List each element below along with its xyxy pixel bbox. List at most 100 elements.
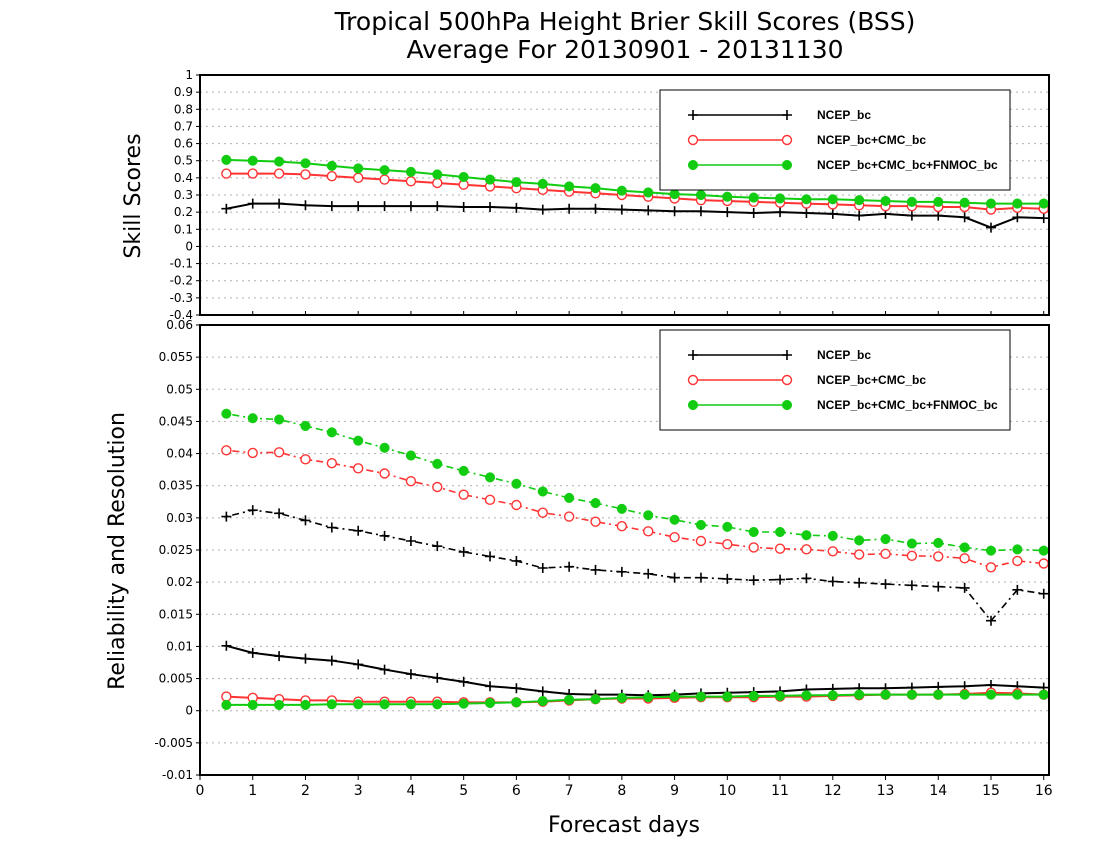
chart-title-line1: Tropical 500hPa Height Brier Skill Score…	[334, 7, 916, 36]
bottom-data-point	[247, 505, 258, 516]
bottom-data-point	[247, 699, 258, 710]
bottom-data-point	[933, 551, 944, 562]
bottom-data-point	[748, 575, 759, 586]
bottom-data-point	[643, 510, 654, 521]
top-data-point	[511, 177, 522, 188]
top-data-point	[274, 198, 285, 209]
bottom-x-tick-label: 15	[982, 783, 1000, 799]
bottom-data-point	[564, 492, 575, 503]
bottom-data-point	[1012, 689, 1023, 700]
bottom-data-point	[959, 542, 970, 553]
top-data-point	[801, 194, 812, 205]
bottom-data-point	[959, 553, 970, 564]
bottom-data-point	[300, 515, 311, 526]
bottom-x-tick-label: 14	[929, 783, 947, 799]
top-y-tick-label: -0.3	[170, 291, 193, 305]
top-legend-marker	[782, 110, 792, 120]
bottom-x-tick-label: 7	[565, 783, 574, 799]
top-y-tick-label: 0	[185, 239, 193, 253]
bottom-data-point	[563, 511, 575, 522]
bottom-data-point	[300, 653, 311, 664]
bottom-data-point	[300, 454, 311, 465]
bottom-legend-marker	[688, 350, 698, 360]
top-data-point	[722, 207, 733, 218]
bottom-data-point	[880, 689, 891, 700]
top-data-point	[616, 185, 627, 196]
top-data-point	[748, 192, 759, 203]
top-legend-marker	[688, 110, 698, 120]
skill-scores-panel: -0.4 -0.3 -0.2 -0.1 0 0.1 0.2 0.3 0.4 0.5 0.6 0.7 0.…	[170, 68, 1050, 322]
top-data-point	[247, 168, 258, 179]
bottom-series-line	[226, 693, 1044, 706]
top-data-point	[379, 201, 390, 212]
top-data-point	[669, 189, 680, 200]
bottom-legend-marker	[687, 374, 699, 386]
top-data-point	[221, 168, 232, 179]
top-data-point	[300, 158, 311, 169]
bottom-y-tick-label: 0.045	[159, 414, 193, 428]
bottom-data-point	[379, 468, 390, 479]
top-legend-marker	[687, 159, 699, 171]
top-data-point	[643, 187, 654, 198]
bottom-data-point	[247, 413, 258, 424]
bottom-legend-marker	[782, 350, 792, 360]
bottom-data-point	[537, 696, 548, 707]
bottom-data-point	[801, 690, 812, 701]
bottom-data-point	[854, 689, 865, 700]
bottom-data-point	[774, 543, 786, 554]
top-legend-box	[659, 89, 1011, 191]
bottom-data-point	[669, 572, 680, 583]
bottom-data-point	[458, 489, 469, 500]
top-y-tick-label: 0.6	[174, 137, 193, 151]
bottom-data-point	[590, 516, 601, 527]
bottom-data-point	[695, 691, 707, 702]
top-data-point	[379, 174, 390, 185]
top-data-point	[432, 169, 443, 180]
bottom-data-point	[274, 414, 285, 425]
bottom-data-point	[326, 655, 337, 666]
bottom-data-point	[590, 694, 601, 705]
bottom-data-point	[405, 699, 416, 710]
bottom-data-point	[352, 463, 364, 474]
bottom-series-1	[221, 445, 1049, 573]
bottom-series-2	[221, 408, 1049, 556]
bottom-data-point	[959, 582, 970, 593]
top-data-point	[537, 204, 548, 215]
bottom-data-point	[537, 486, 548, 497]
top-data-point	[616, 204, 627, 215]
bottom-data-point	[643, 692, 654, 703]
bottom-data-point	[775, 574, 786, 585]
top-data-point	[379, 165, 390, 176]
top-data-point	[511, 202, 522, 213]
top-data-point	[801, 208, 812, 218]
bottom-data-point	[853, 549, 865, 560]
top-data-point	[959, 212, 970, 223]
bottom-x-tick-label: 2	[301, 783, 310, 799]
bottom-data-point	[221, 511, 232, 522]
bottom-data-point	[590, 564, 601, 575]
bottom-data-point	[985, 615, 996, 626]
bottom-data-point	[458, 546, 469, 557]
bottom-data-point	[616, 503, 627, 514]
top-data-point	[458, 202, 469, 212]
bottom-data-point	[379, 442, 390, 453]
top-data-point	[405, 176, 417, 187]
bottom-data-point	[379, 664, 390, 675]
bottom-legend-marker	[781, 399, 793, 411]
top-y-tick-label: 0.4	[174, 171, 193, 185]
top-data-point	[1038, 198, 1049, 209]
bottom-y-tick-label: 0.02	[166, 575, 193, 589]
top-data-point	[933, 210, 944, 221]
top-data-point	[933, 196, 944, 207]
bottom-x-tick-label: 13	[877, 783, 895, 799]
bottom-x-tick-label: 16	[1035, 783, 1053, 799]
top-data-point	[300, 169, 311, 180]
bottom-data-point	[985, 689, 997, 700]
bottom-data-point	[985, 545, 997, 556]
bottom-legend-label: NCEP_bc+CMC_bc	[817, 373, 926, 387]
bottom-data-point	[247, 447, 258, 459]
bottom-y-tick-label: 0.025	[159, 543, 193, 557]
bottom-y-tick-label: 0.035	[159, 479, 193, 493]
bottom-legend: NCEP_bc NCEP_bc+CMC_bc NCEP_bc+CMC_bc+FNMO…	[659, 329, 1011, 431]
bottom-data-point	[221, 699, 232, 710]
